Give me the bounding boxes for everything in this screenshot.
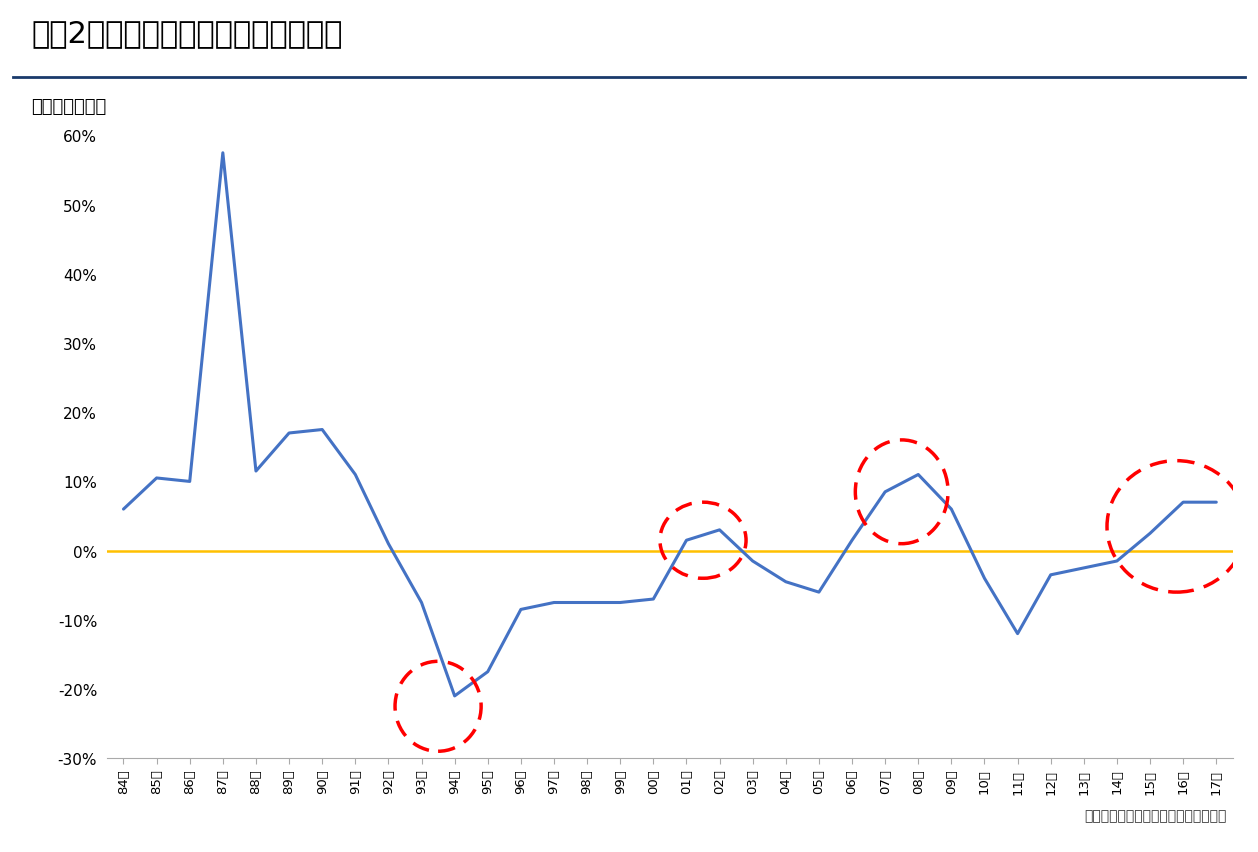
Text: 》前年増減率》: 》前年増減率》 <box>31 98 107 116</box>
Text: （図2）公示価格のサイクル（全国）: （図2）公示価格のサイクル（全国） <box>31 20 343 49</box>
Text: （国土交通省「地価公示」より作成）: （国土交通省「地価公示」より作成） <box>1084 809 1227 822</box>
